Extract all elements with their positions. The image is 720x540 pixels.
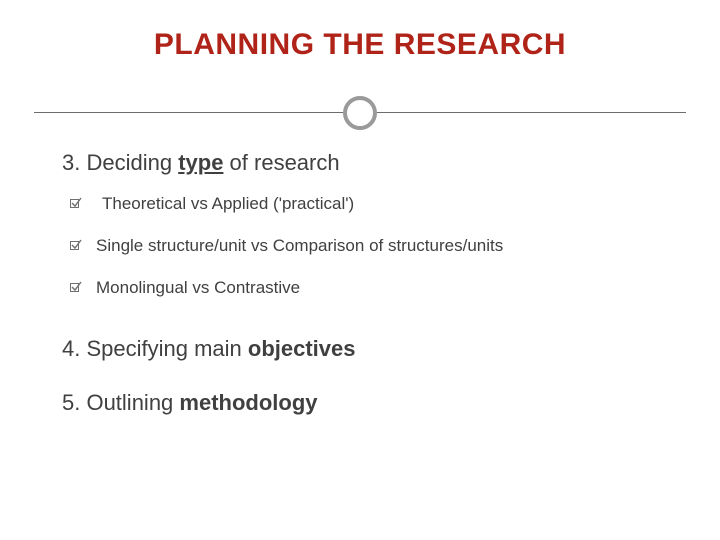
section-5-heading: 5. Outlining methodology	[62, 390, 670, 416]
checkbox-tick-icon	[70, 197, 82, 209]
section-3-strong: type	[178, 150, 223, 175]
bullet-text: Single structure/unit vs Comparison of s…	[96, 236, 503, 255]
section-4-heading: 4. Specifying main objectives	[62, 336, 670, 362]
checkbox-tick-icon	[70, 239, 82, 251]
bullet-text: Theoretical vs Applied ('practical')	[102, 194, 354, 213]
slide-title: PLANNING THE RESEARCH	[0, 28, 720, 62]
list-item: Theoretical vs Applied ('practical')	[70, 194, 670, 214]
section-5-strong: methodology	[179, 390, 317, 415]
slide: PLANNING THE RESEARCH 3. Deciding type o…	[0, 0, 720, 540]
list-item: Single structure/unit vs Comparison of s…	[70, 236, 670, 256]
section-3-prefix: 3. Deciding	[62, 150, 178, 175]
section-3-suffix: of research	[223, 150, 339, 175]
section-4-strong: objectives	[248, 336, 356, 361]
checkbox-tick-icon	[70, 281, 82, 293]
section-4-prefix: 4. Specifying main	[62, 336, 248, 361]
list-item: Monolingual vs Contrastive	[70, 278, 670, 298]
ring-icon	[343, 96, 377, 130]
section-3-heading: 3. Deciding type of research	[62, 150, 670, 176]
section-3-bullets: Theoretical vs Applied ('practical') Sin…	[70, 194, 670, 298]
bullet-text: Monolingual vs Contrastive	[96, 278, 300, 297]
content-area: 3. Deciding type of research Theoretical…	[62, 150, 670, 416]
section-5-prefix: 5. Outlining	[62, 390, 179, 415]
